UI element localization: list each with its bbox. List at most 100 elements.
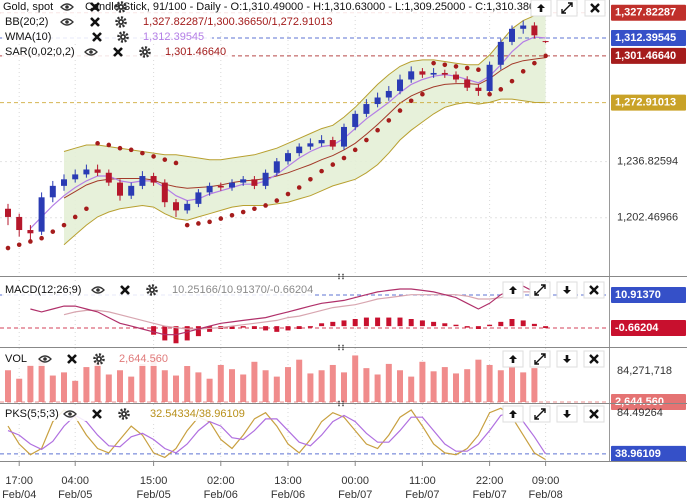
volume-bar <box>307 373 314 402</box>
gear-button[interactable] <box>117 31 129 43</box>
candle-body <box>273 161 280 173</box>
xbtn-button[interactable] <box>583 281 605 299</box>
gear-button[interactable] <box>115 1 127 13</box>
eye-button[interactable] <box>63 410 77 418</box>
up-button[interactable] <box>502 405 524 423</box>
sar-dot <box>5 245 11 251</box>
overlay: Gold, spot Candle Stick, 91/100 - Daily … <box>2 0 606 423</box>
volume-bar <box>184 366 191 402</box>
xbtn-icon-part <box>590 3 600 13</box>
down-button[interactable] <box>556 281 578 299</box>
close-button[interactable] <box>92 409 102 419</box>
volume-bar <box>531 368 538 402</box>
drag-handle-dot <box>338 402 340 405</box>
indicator-value: 1,327.82287/1,300.36650/1,272.91013 <box>143 16 333 28</box>
histogram-bar <box>352 319 358 327</box>
xbtn-button[interactable] <box>584 0 606 17</box>
volume-bar <box>206 378 213 402</box>
xbtn-button[interactable] <box>583 405 605 423</box>
candle-body <box>453 74 459 80</box>
histogram-bar <box>307 326 313 328</box>
y-tick-label: 1,236.82594 <box>617 156 678 168</box>
sar-dot <box>95 141 100 146</box>
sar-dot <box>207 219 212 225</box>
volume-bar <box>16 378 23 402</box>
up-icon-part <box>509 286 517 294</box>
sar-dot <box>397 108 403 113</box>
sar-dot <box>106 142 112 148</box>
candle-body <box>296 146 303 154</box>
histogram-bar <box>419 320 425 327</box>
expand-button[interactable] <box>529 281 551 299</box>
sar-dot <box>364 137 369 143</box>
gear-button[interactable] <box>118 408 130 420</box>
gear-icon-part <box>115 1 127 13</box>
eye-button[interactable] <box>60 3 74 11</box>
histogram-bar <box>543 326 549 329</box>
panel-title: MACD(12;26;9) <box>5 284 81 296</box>
down-button[interactable] <box>556 405 578 423</box>
sar-dot <box>420 91 425 97</box>
x-tick-label: 17:00 <box>5 475 33 487</box>
candle-body <box>5 208 11 217</box>
eye-icon-part <box>63 410 77 418</box>
drag-handle-dot <box>338 404 340 407</box>
up-button[interactable] <box>530 0 552 17</box>
close-button[interactable] <box>120 285 130 295</box>
candle-body <box>139 176 146 186</box>
candle-body <box>285 153 291 162</box>
xbtn-icon-part <box>589 285 599 295</box>
eye-icon-part <box>38 355 52 363</box>
close-button[interactable] <box>67 354 77 364</box>
sar-dot <box>352 147 358 153</box>
close-button[interactable] <box>90 2 100 12</box>
down-button[interactable] <box>556 350 578 368</box>
x-tick-label: Feb/06 <box>204 489 238 501</box>
candle-body <box>117 182 123 196</box>
close-button[interactable] <box>90 17 100 27</box>
candle-body <box>184 203 191 211</box>
histogram-bar <box>520 320 526 327</box>
bb-upper <box>63 12 546 161</box>
eye-button[interactable] <box>91 286 105 294</box>
close-button[interactable] <box>92 32 102 42</box>
xbtn-button[interactable] <box>583 350 605 368</box>
histogram-bar <box>341 320 347 327</box>
legend-row <box>2 352 162 366</box>
expand-button[interactable] <box>556 0 578 17</box>
candle-body <box>38 197 45 232</box>
indicator-name: BB(20;2) <box>5 16 48 28</box>
x-tick-label: Feb/08 <box>528 489 562 501</box>
volume-bar <box>464 369 471 402</box>
expand-button[interactable] <box>529 350 551 368</box>
volume-bar <box>430 371 437 402</box>
eye-button[interactable] <box>38 355 52 363</box>
drag-handle-dot <box>338 346 340 349</box>
x-tick-label: Feb/07 <box>472 489 506 501</box>
oscillator-line <box>7 412 547 455</box>
x-tick-label: Feb/07 <box>405 489 439 501</box>
candle-body <box>94 169 101 173</box>
gear-button[interactable] <box>93 353 105 365</box>
y-tick-label: 84,271,718 <box>617 365 672 377</box>
eye-button[interactable] <box>60 18 74 26</box>
up-button[interactable] <box>502 281 524 299</box>
gear-button[interactable] <box>139 46 151 58</box>
value-box <box>611 94 686 111</box>
up-button[interactable] <box>502 350 524 368</box>
gear-button[interactable] <box>115 16 127 28</box>
gear-button[interactable] <box>146 284 158 296</box>
sar-dot <box>285 191 291 197</box>
x-tick-label: 02:00 <box>207 475 235 487</box>
value-box <box>611 4 686 21</box>
volume-bar <box>385 363 392 402</box>
sar-dot <box>263 203 268 208</box>
eye-button[interactable] <box>84 48 98 56</box>
volume-bar <box>520 372 527 402</box>
candle-body <box>531 25 538 36</box>
sar-dot <box>487 91 492 97</box>
close-button[interactable] <box>113 47 123 57</box>
candle-body <box>217 185 224 188</box>
expand-button[interactable] <box>529 405 551 423</box>
